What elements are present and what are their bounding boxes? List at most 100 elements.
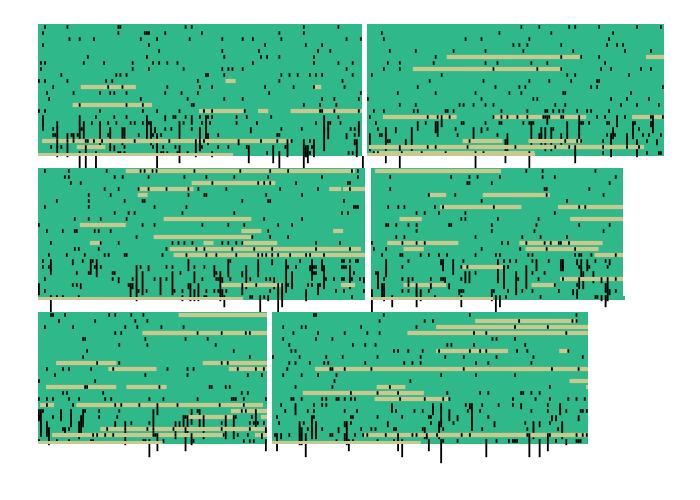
variant-mark <box>518 319 521 323</box>
variant-mark <box>44 61 46 65</box>
variant-mark <box>173 289 176 293</box>
variant-mark <box>152 133 154 137</box>
variant-mark <box>568 241 570 245</box>
variant-mark <box>263 181 266 185</box>
variant-mark <box>530 391 533 395</box>
variant-mark <box>286 139 289 158</box>
variant-mark <box>82 337 84 341</box>
variant-mark <box>148 43 150 47</box>
variant-mark <box>442 259 444 272</box>
gap-segment <box>475 318 574 324</box>
bottom-gap-strip <box>272 441 421 444</box>
variant-mark <box>343 265 345 269</box>
variant-mark <box>38 79 40 83</box>
variant-mark <box>506 115 509 119</box>
variant-mark <box>415 433 418 437</box>
variant-mark <box>257 259 260 278</box>
gap-segment <box>570 216 625 222</box>
variant-mark <box>480 199 483 203</box>
variant-mark <box>343 199 345 203</box>
gap-segment <box>376 384 406 390</box>
variant-mark <box>401 265 404 269</box>
variant-mark <box>610 97 612 101</box>
variant-mark <box>345 37 348 41</box>
variant-mark <box>215 277 218 281</box>
variant-mark <box>282 373 285 377</box>
variant-mark <box>123 253 126 257</box>
variant-mark <box>117 25 120 29</box>
variant-mark <box>370 73 373 77</box>
variant-mark <box>398 67 401 71</box>
variant-mark <box>490 223 493 227</box>
variant-mark <box>498 121 501 125</box>
variant-mark <box>305 253 307 257</box>
variant-mark <box>222 433 225 437</box>
variant-mark <box>234 397 237 401</box>
variant-mark <box>376 127 379 131</box>
variant-mark <box>174 145 177 149</box>
variant-mark <box>544 109 547 113</box>
variant-mark <box>566 121 569 140</box>
gap-segment <box>79 222 126 228</box>
variant-mark <box>458 103 461 107</box>
variant-mark <box>112 367 115 371</box>
variant-mark <box>650 121 652 128</box>
gap-segment <box>594 252 625 258</box>
variant-mark <box>253 247 256 251</box>
variant-mark <box>567 349 570 353</box>
variant-mark <box>131 283 134 290</box>
variant-mark <box>522 49 525 53</box>
variant-mark <box>606 121 608 125</box>
variant-mark <box>552 109 555 113</box>
gap-segment <box>52 432 225 438</box>
variant-mark <box>86 139 89 143</box>
variant-mark <box>526 109 529 113</box>
variant-mark <box>438 211 440 215</box>
variant-mark <box>226 361 229 365</box>
variant-mark <box>138 403 141 407</box>
variant-mark <box>427 289 430 293</box>
variant-mark <box>182 121 185 125</box>
variant-mark <box>304 151 307 158</box>
gap-segment <box>191 180 276 186</box>
variant-mark <box>155 169 158 173</box>
variant-mark <box>497 403 500 407</box>
variant-mark <box>255 283 258 287</box>
variant-mark <box>252 439 255 443</box>
variant-mark <box>452 259 455 272</box>
gap-segment <box>368 144 415 150</box>
variant-mark <box>198 139 201 152</box>
variant-mark <box>548 385 551 389</box>
variant-mark <box>113 175 116 179</box>
variant-mark <box>428 79 431 83</box>
bottom-gap-strip <box>367 153 536 156</box>
variant-mark <box>321 397 324 401</box>
variant-mark <box>118 409 121 413</box>
variant-mark <box>269 289 272 293</box>
variant-mark <box>376 415 379 419</box>
variant-mark <box>250 415 253 419</box>
variant-mark <box>156 145 159 170</box>
variant-mark <box>190 121 193 125</box>
gap-segment <box>302 390 408 396</box>
variant-mark <box>189 283 192 302</box>
variant-mark <box>537 277 540 281</box>
variant-mark <box>427 415 430 419</box>
variant-mark <box>349 187 351 191</box>
variant-mark <box>522 391 525 395</box>
variant-mark <box>147 265 150 272</box>
variant-mark <box>321 73 324 77</box>
variant-mark <box>415 223 418 227</box>
variant-mark <box>187 187 190 191</box>
variant-mark <box>208 385 211 389</box>
variant-mark <box>75 271 78 275</box>
variant-mark <box>115 73 118 77</box>
variant-mark <box>232 349 235 353</box>
gap-segment <box>382 114 457 120</box>
variant-mark <box>56 139 59 158</box>
variant-mark <box>146 319 149 323</box>
variant-mark <box>47 253 50 257</box>
variant-mark <box>174 433 177 437</box>
variant-mark <box>541 169 544 173</box>
variant-mark <box>317 283 319 296</box>
